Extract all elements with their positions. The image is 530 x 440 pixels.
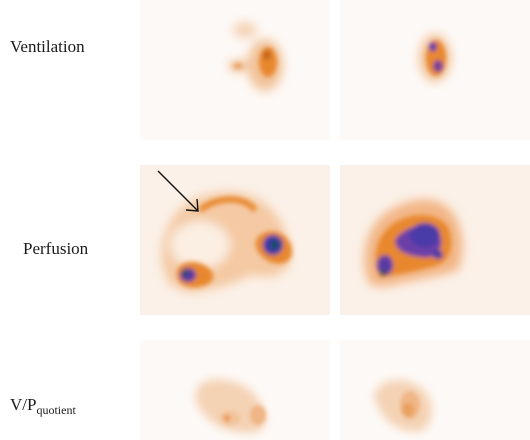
row-label-ventilation: Ventilation [10,37,85,56]
arrow-annotation [157,170,199,212]
row-label-vp-quotient: V/Pquotient [10,396,76,416]
row-label-perfusion: Perfusion [23,239,89,258]
ventilation-image-right [340,0,530,140]
ventilation-image-left [140,0,330,140]
perfusion-image-left [140,165,330,315]
vp-label-subscript: quotient [36,403,76,417]
vp-quotient-image-left [140,340,330,440]
vp-quotient-image-right [340,340,530,440]
perfusion-image-right [340,165,530,315]
vp-label-main: V/P [10,395,37,414]
